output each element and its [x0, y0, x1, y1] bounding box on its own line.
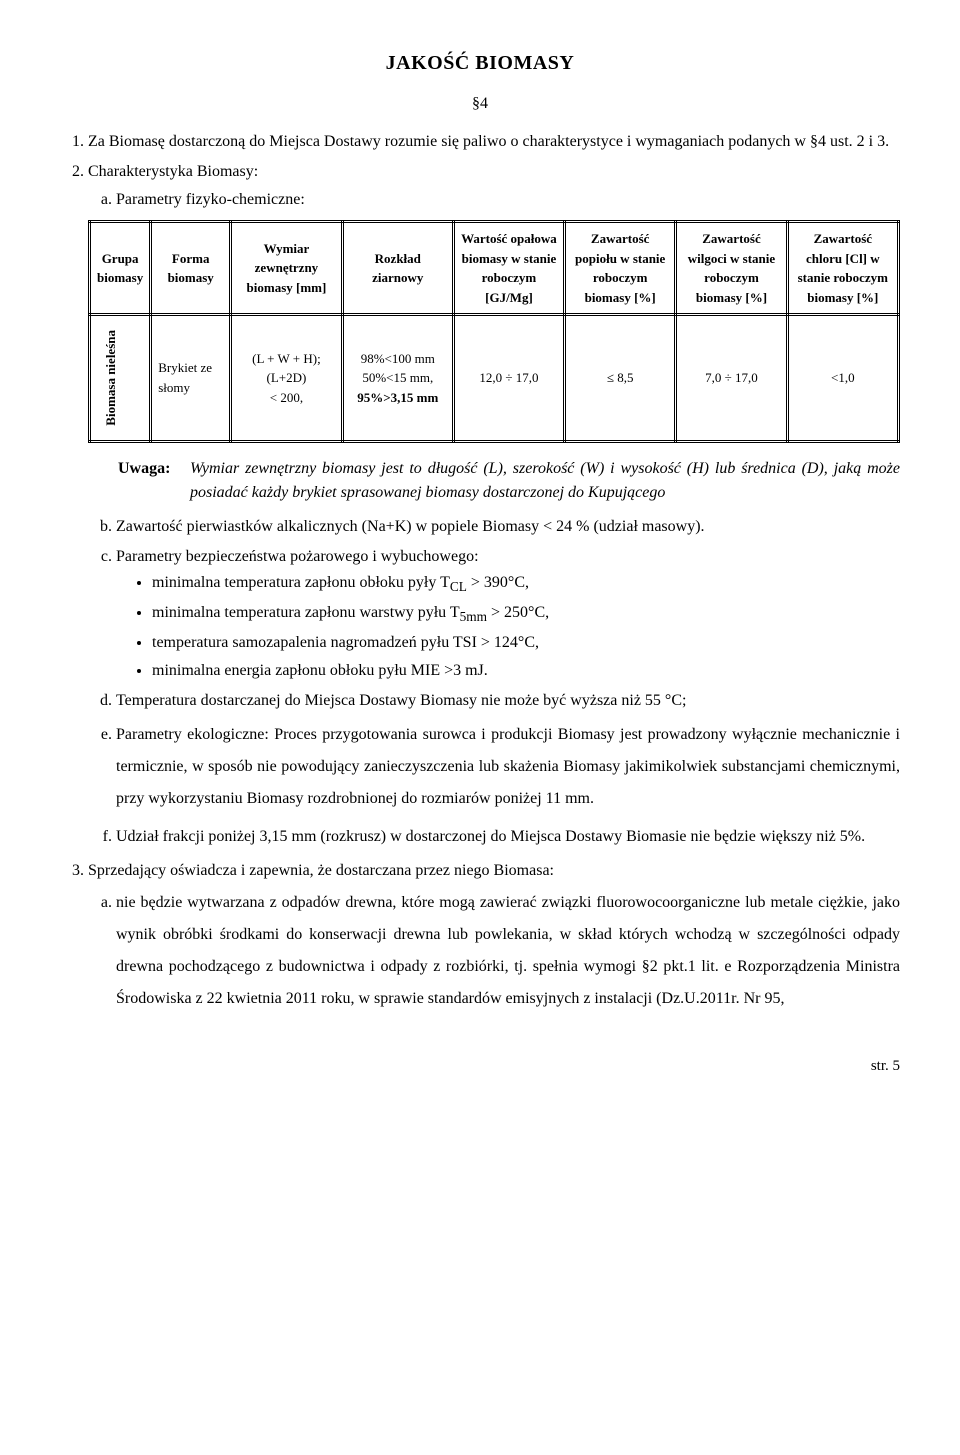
b2c1-a: minimalna temperatura zapłonu obłoku pył…: [152, 574, 450, 591]
sublist-2a-text: Parametry fizyko-chemiczne:: [116, 191, 305, 208]
bullet-2c-1: minimalna temperatura zapłonu obłoku pył…: [152, 571, 900, 597]
sublist-3a: nie będzie wytwarzana z odpadów drewna, …: [116, 887, 900, 1015]
th-rozklad: Rozkład ziarnowy: [342, 222, 453, 315]
bullet-2c-3: temperatura samozapalenia nagromadzeń py…: [152, 631, 900, 655]
rozklad-line3: 95%>3,15 mm: [350, 388, 446, 408]
list-item-2: Charakterystyka Biomasy: Parametry fizyk…: [88, 160, 900, 853]
sublist-2b: Zawartość pierwiastków alkalicznych (Na+…: [116, 515, 900, 539]
sublist-2: Parametry fizyko-chemiczne:: [88, 188, 900, 212]
bullet-2c-2: minimalna temperatura zapłonu warstwy py…: [152, 601, 900, 627]
th-wartosc: Wartość opałowa biomasy w stanie roboczy…: [453, 222, 564, 315]
b2c1-sub: CL: [450, 579, 467, 594]
b2c2-sub: 5mm: [460, 609, 487, 624]
rozklad-line1: 98%<100 mm: [350, 349, 446, 369]
th-grupa: Grupa biomasy: [90, 222, 151, 315]
td-grupa: Biomasa nieleśna: [90, 315, 151, 442]
th-wymiar: Wymiar zewnętrzny biomasy [mm]: [231, 222, 343, 315]
bullet-list-2c: minimalna temperatura zapłonu obłoku pył…: [116, 571, 900, 683]
sublist-2c: Parametry bezpieczeństwa pożarowego i wy…: [116, 545, 900, 683]
th-forma: Forma biomasy: [151, 222, 231, 315]
b2c1-b: > 390°C,: [467, 574, 529, 591]
table-row: Biomasa nieleśna Brykiet ze słomy (L + W…: [90, 315, 899, 442]
uwaga-body: Wymiar zewnętrzny biomasy jest to długoś…: [190, 457, 900, 505]
sublist-2f: Udział frakcji poniżej 3,15 mm (rozkrusz…: [116, 821, 900, 853]
th-popiol: Zawartość popiołu w stanie roboczym biom…: [565, 222, 676, 315]
td-chlor: <1,0: [787, 315, 898, 442]
td-forma: Brykiet ze słomy: [151, 315, 231, 442]
rozklad-line2: 50%<15 mm,: [350, 368, 446, 388]
main-ordered-list: Za Biomasę dostarczoną do Miejsca Dostaw…: [60, 130, 900, 1015]
list-item-3: Sprzedający oświadcza i zapewnia, że dos…: [88, 859, 900, 1015]
wymiar-line1: (L + W + H);: [238, 349, 335, 369]
td-wartosc: 12,0 ÷ 17,0: [453, 315, 564, 442]
sublist-2a: Parametry fizyko-chemiczne:: [116, 188, 900, 212]
th-chlor: Zawartość chloru [Cl] w stanie roboczym …: [787, 222, 898, 315]
bullet-2c-4: minimalna energia zapłonu obłoku pyłu MI…: [152, 659, 900, 683]
uwaga-block: Uwaga: Wymiar zewnętrzny biomasy jest to…: [118, 457, 900, 505]
td-wymiar: (L + W + H); (L+2D) < 200,: [231, 315, 343, 442]
sublist-2c-text: Parametry bezpieczeństwa pożarowego i wy…: [116, 548, 479, 565]
table-header-row: Grupa biomasy Forma biomasy Wymiar zewnę…: [90, 222, 899, 315]
wymiar-line3: < 200,: [238, 388, 335, 408]
list-item-1: Za Biomasę dostarczoną do Miejsca Dostaw…: [88, 130, 900, 154]
uwaga-label: Uwaga:: [118, 457, 190, 505]
sublist-3: nie będzie wytwarzana z odpadów drewna, …: [88, 887, 900, 1015]
td-rozklad: 98%<100 mm 50%<15 mm, 95%>3,15 mm: [342, 315, 453, 442]
td-wilgoc: 7,0 ÷ 17,0: [676, 315, 787, 442]
sublist-2d: Temperatura dostarczanej do Miejsca Dost…: [116, 689, 900, 713]
wymiar-line2: (L+2D): [238, 368, 335, 388]
sublist-2-cont: Zawartość pierwiastków alkalicznych (Na+…: [88, 515, 900, 853]
spec-table: Grupa biomasy Forma biomasy Wymiar zewnę…: [88, 220, 900, 443]
list-item-3-text: Sprzedający oświadcza i zapewnia, że dos…: [88, 862, 554, 879]
rot-label: Biomasa nieleśna: [97, 322, 125, 434]
section-mark: §4: [60, 92, 900, 116]
b2c2-a: minimalna temperatura zapłonu warstwy py…: [152, 604, 460, 621]
b2c2-b: > 250°C,: [487, 604, 549, 621]
page-footer: str. 5: [60, 1055, 900, 1078]
th-wilgoc: Zawartość wilgoci w stanie roboczym biom…: [676, 222, 787, 315]
page-title: JAKOŚĆ BIOMASY: [60, 48, 900, 78]
td-popiol: ≤ 8,5: [565, 315, 676, 442]
sublist-2e: Parametry ekologiczne: Proces przygotowa…: [116, 719, 900, 815]
list-item-2-text: Charakterystyka Biomasy:: [88, 163, 258, 180]
